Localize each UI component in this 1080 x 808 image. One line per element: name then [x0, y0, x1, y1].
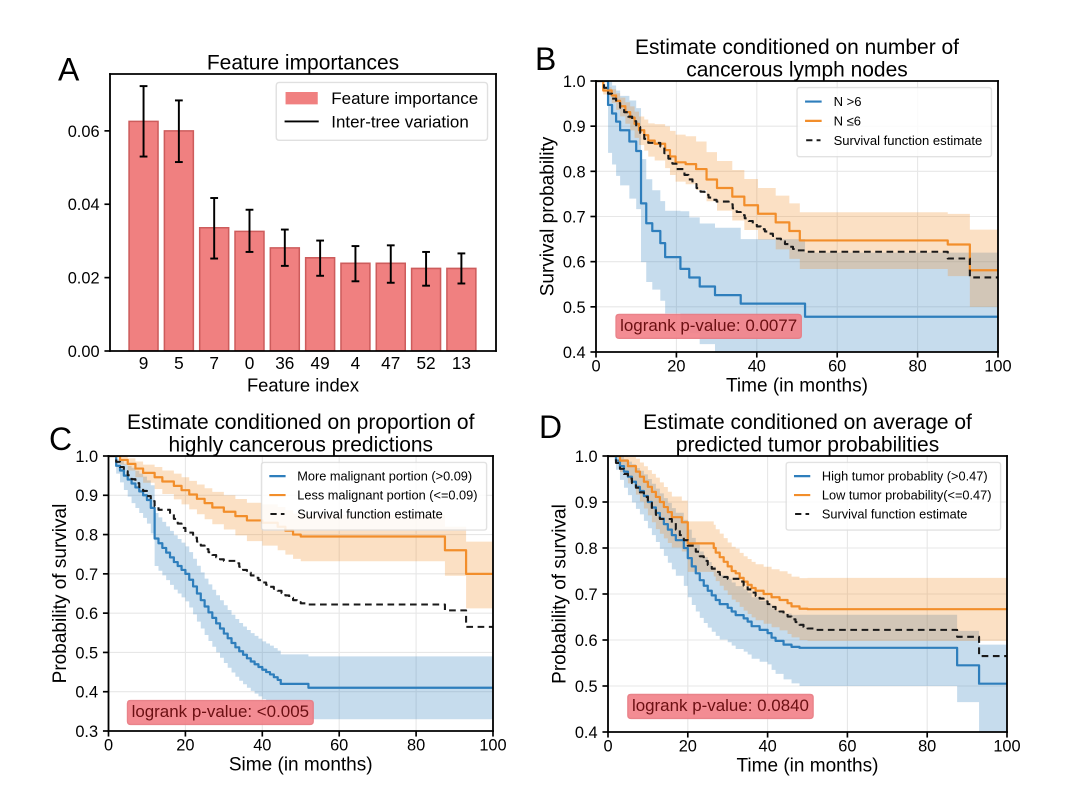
svg-text:0.00: 0.00: [68, 343, 100, 361]
svg-text:80: 80: [918, 738, 936, 756]
svg-text:0.4: 0.4: [575, 724, 598, 742]
svg-text:0.3: 0.3: [75, 723, 98, 741]
svg-text:0.5: 0.5: [75, 644, 98, 662]
svg-text:5: 5: [174, 353, 184, 373]
svg-text:80: 80: [908, 358, 926, 376]
svg-text:0.9: 0.9: [75, 487, 98, 505]
svg-text:Survival function estimate: Survival function estimate: [822, 506, 967, 521]
svg-text:Inter-tree variation: Inter-tree variation: [331, 112, 468, 131]
svg-text:0.6: 0.6: [75, 605, 98, 623]
svg-text:0.8: 0.8: [75, 527, 98, 545]
svg-text:4: 4: [351, 353, 361, 373]
svg-text:0.04: 0.04: [68, 196, 100, 214]
svg-text:0: 0: [591, 358, 600, 376]
svg-text:N >6: N >6: [834, 94, 862, 109]
svg-text:0: 0: [245, 353, 255, 373]
svg-text:C: C: [49, 421, 72, 457]
svg-text:B: B: [535, 41, 556, 77]
svg-text:Feature index: Feature index: [247, 374, 359, 395]
svg-text:Feature importances: Feature importances: [207, 52, 399, 75]
svg-text:Estimate conditioned on propor: Estimate conditioned on proportion of: [127, 411, 475, 434]
svg-text:7: 7: [209, 353, 219, 373]
svg-text:Low tumor probability(<=0.47): Low tumor probability(<=0.47): [822, 488, 992, 503]
svg-text:Sime (in months): Sime (in months): [229, 754, 373, 775]
svg-text:cancerous lymph nodes: cancerous lymph nodes: [686, 59, 907, 82]
svg-text:60: 60: [330, 737, 348, 755]
svg-text:0.9: 0.9: [575, 494, 598, 512]
svg-text:60: 60: [838, 738, 856, 756]
svg-text:0.6: 0.6: [575, 632, 598, 650]
svg-text:0.4: 0.4: [563, 344, 586, 362]
svg-text:More malignant portion (>0.09): More malignant portion (>0.09): [297, 469, 472, 484]
svg-text:60: 60: [828, 358, 846, 376]
svg-text:49: 49: [311, 353, 330, 373]
svg-text:0.8: 0.8: [575, 540, 598, 558]
svg-text:Survival probability: Survival probability: [537, 136, 558, 296]
svg-text:20: 20: [176, 737, 194, 755]
svg-text:logrank p-value: 0.0077: logrank p-value: 0.0077: [620, 316, 797, 335]
svg-text:Survival function estimate: Survival function estimate: [297, 506, 442, 521]
svg-text:0.4: 0.4: [75, 684, 98, 702]
svg-text:highly cancerous predictions: highly cancerous predictions: [168, 434, 433, 457]
svg-text:1.0: 1.0: [575, 448, 598, 466]
svg-text:0.7: 0.7: [575, 586, 598, 604]
svg-text:0.06: 0.06: [68, 123, 100, 141]
svg-text:Estimate conditioned on number: Estimate conditioned on number of: [635, 36, 959, 59]
svg-text:logrank p-value: 0.0840: logrank p-value: 0.0840: [632, 696, 809, 715]
svg-text:Time (in months): Time (in months): [737, 755, 879, 776]
svg-text:40: 40: [758, 738, 776, 756]
svg-text:D: D: [539, 409, 562, 445]
svg-text:100: 100: [479, 737, 506, 755]
svg-text:0.7: 0.7: [75, 566, 98, 584]
svg-text:100: 100: [984, 358, 1011, 376]
svg-text:20: 20: [667, 358, 685, 376]
svg-text:20: 20: [679, 738, 697, 756]
svg-text:47: 47: [381, 353, 400, 373]
svg-text:A: A: [58, 51, 80, 87]
svg-text:36: 36: [275, 353, 294, 373]
svg-text:0: 0: [603, 738, 612, 756]
svg-text:0.6: 0.6: [563, 254, 586, 272]
svg-text:80: 80: [407, 737, 425, 755]
svg-text:Time (in months): Time (in months): [726, 375, 868, 396]
svg-text:Less malignant portion (<=0.09: Less malignant portion (<=0.09): [297, 488, 477, 503]
svg-text:0.8: 0.8: [563, 163, 586, 181]
svg-text:0.5: 0.5: [563, 299, 586, 317]
svg-text:0: 0: [104, 737, 113, 755]
svg-text:0.5: 0.5: [575, 678, 598, 696]
svg-text:Estimate conditioned on averag: Estimate conditioned on average of: [643, 411, 972, 434]
svg-text:13: 13: [452, 353, 471, 373]
svg-text:100: 100: [993, 738, 1020, 756]
svg-text:1.0: 1.0: [75, 448, 98, 466]
svg-text:52: 52: [416, 353, 435, 373]
svg-text:40: 40: [253, 737, 271, 755]
svg-text:1.0: 1.0: [563, 73, 586, 91]
svg-text:40: 40: [748, 358, 766, 376]
svg-text:Probability of survival: Probability of survival: [549, 504, 570, 684]
svg-text:0.02: 0.02: [68, 270, 100, 288]
svg-text:Survival function estimate: Survival function estimate: [834, 133, 983, 148]
svg-text:Feature importance: Feature importance: [331, 89, 478, 108]
svg-text:0.9: 0.9: [563, 118, 586, 136]
svg-text:logrank p-value: <0.005: logrank p-value: <0.005: [132, 702, 310, 721]
svg-text:9: 9: [139, 353, 149, 373]
svg-text:predicted tumor probabilities: predicted tumor probabilities: [676, 434, 939, 457]
svg-text:0.7: 0.7: [563, 208, 586, 226]
svg-text:High tumor probablity (>0.47): High tumor probablity (>0.47): [822, 469, 988, 484]
svg-text:Probability of survival: Probability of survival: [50, 504, 71, 684]
svg-text:N ≤6: N ≤6: [834, 113, 861, 128]
